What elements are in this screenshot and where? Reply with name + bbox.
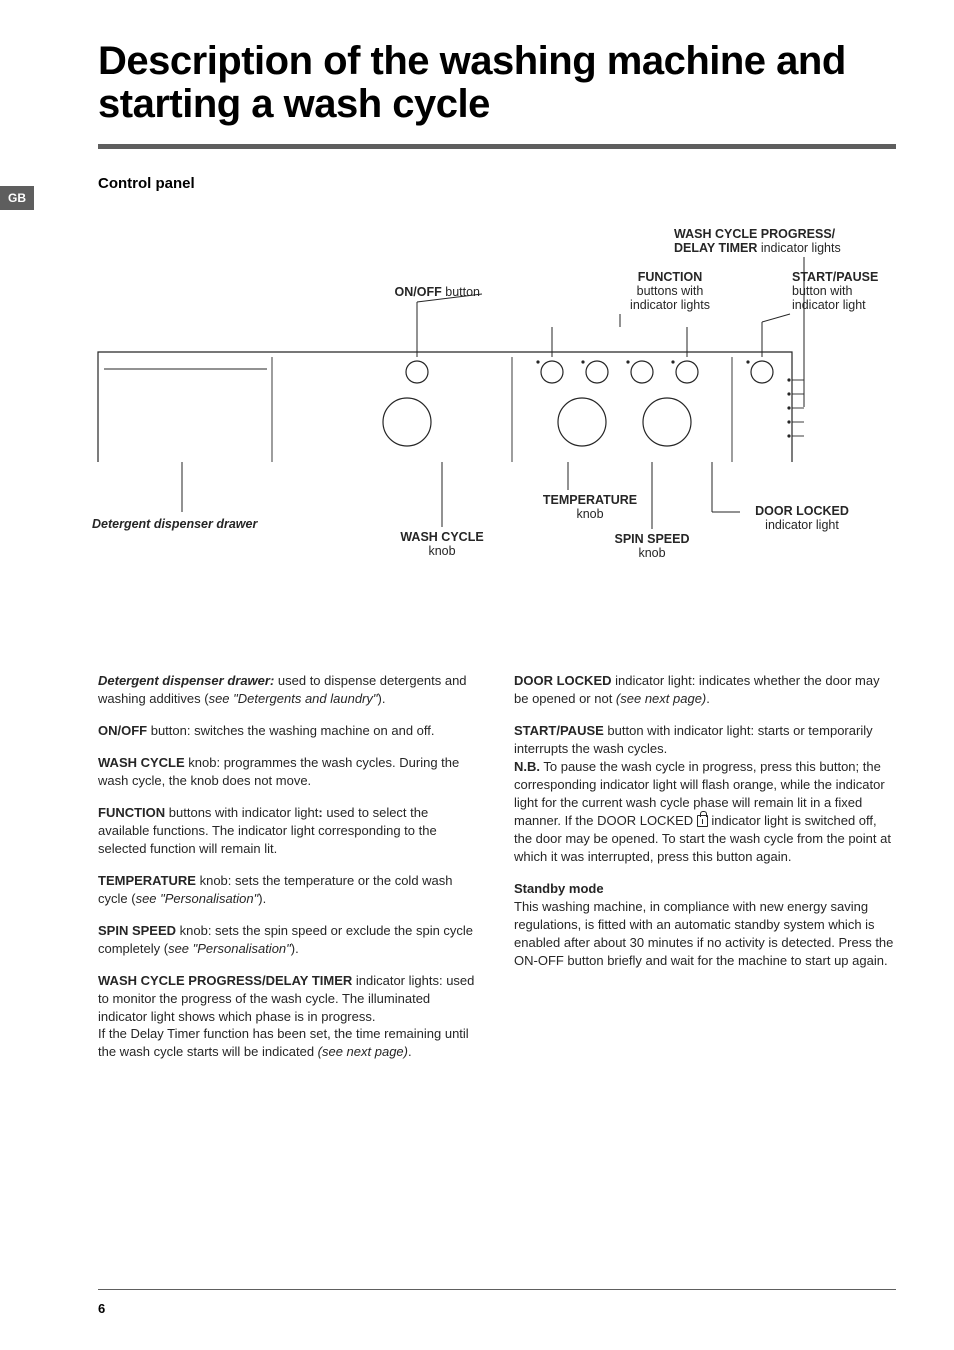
- p-nb: N.B. To pause the wash cycle in progress…: [514, 758, 896, 866]
- right-column: DOOR LOCKED indicator light: indicates w…: [514, 672, 896, 1075]
- p-function: FUNCTION buttons with indicator light: u…: [98, 804, 480, 858]
- label-spinspeed: SPIN SPEED knob: [592, 532, 712, 560]
- label-wash-progress: WASH CYCLE PROGRESS/ DELAY TIMER indicat…: [674, 227, 841, 255]
- label-onoff: ON/OFF button: [350, 285, 480, 299]
- label-drawer: Detergent dispenser drawer: [92, 517, 257, 531]
- p-temperature: TEMPERATURE knob: sets the temperature o…: [98, 872, 480, 908]
- title-divider: [98, 144, 896, 149]
- page-container: Description of the washing machine and s…: [0, 0, 954, 1350]
- label-temperature: TEMPERATURE knob: [530, 493, 650, 521]
- p-spinspeed: SPIN SPEED knob: sets the spin speed or …: [98, 922, 480, 958]
- p-standby-body: This washing machine, in compliance with…: [514, 898, 896, 970]
- label-function: FUNCTION buttons with indicator lights: [620, 270, 720, 312]
- page-title: Description of the washing machine and s…: [98, 40, 896, 126]
- lock-icon: [697, 815, 708, 827]
- page-number: 6: [98, 1301, 105, 1316]
- label-washcycle: WASH CYCLE knob: [382, 530, 502, 558]
- left-column: Detergent dispenser drawer: used to disp…: [98, 672, 480, 1075]
- p-startpause: START/PAUSE button with indicator light:…: [514, 722, 896, 758]
- label-startpause: START/PAUSE button with indicator light: [792, 270, 878, 312]
- p-washcycle: WASH CYCLE knob: programmes the wash cyc…: [98, 754, 480, 790]
- footer-divider: [98, 1289, 896, 1290]
- control-panel-diagram: ON/OFF button WASH CYCLE PROGRESS/ DELAY…: [92, 212, 892, 582]
- body-columns: Detergent dispenser drawer: used to disp…: [98, 672, 896, 1075]
- section-heading: Control panel: [98, 175, 896, 192]
- p-progress-2: If the Delay Timer function has been set…: [98, 1025, 480, 1061]
- p-doorlocked: DOOR LOCKED indicator light: indicates w…: [514, 672, 896, 708]
- label-doorlocked: DOOR LOCKED indicator light: [742, 504, 862, 532]
- p-onoff: ON/OFF button: switches the washing mach…: [98, 722, 480, 740]
- p-standby-head: Standby mode: [514, 880, 896, 898]
- p-progress: WASH CYCLE PROGRESS/DELAY TIMER indicato…: [98, 972, 480, 1026]
- p-drawer: Detergent dispenser drawer: used to disp…: [98, 672, 480, 708]
